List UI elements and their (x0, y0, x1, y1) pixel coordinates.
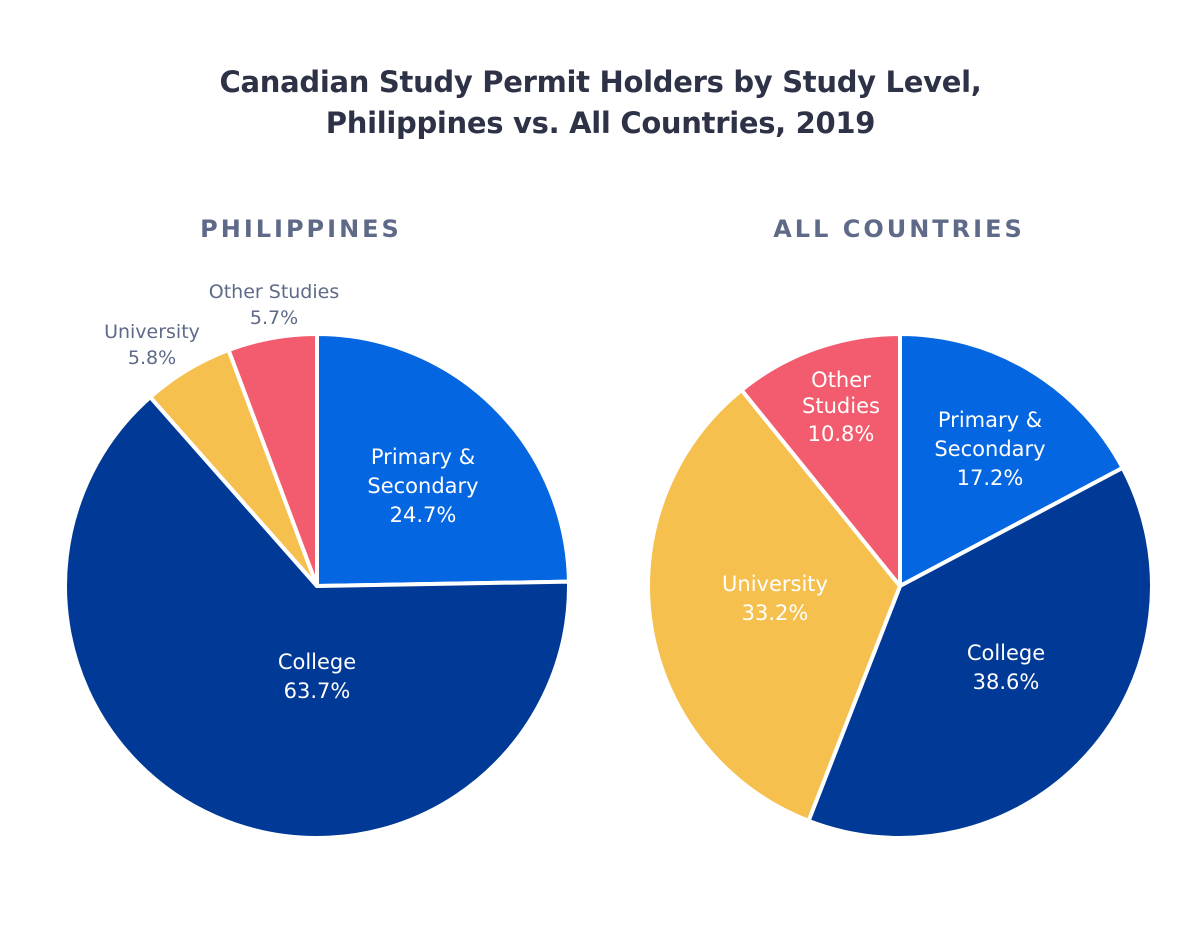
label-ph-other-value: 5.7% (250, 307, 298, 329)
label-ph-primary-value: 24.7% (390, 503, 457, 527)
pie-slice-all-college (806, 465, 1154, 840)
label-all-primary-line2: Secondary (934, 437, 1045, 461)
chart-title: Canadian Study Permit Holders by Study L… (0, 62, 1201, 144)
label-ph-university-value: 5.8% (128, 347, 176, 369)
pie-slice-all-university (646, 388, 902, 823)
label-all-university-value: 33.2% (742, 601, 809, 625)
label-ph-other: Other Studies (209, 281, 339, 303)
label-all-other-value: 10.8% (808, 422, 875, 446)
label-ph-university: University (104, 321, 200, 343)
pie-slice-ph-primary-secondary (315, 332, 571, 588)
label-ph-college: College (278, 650, 356, 674)
pie-title-all-countries: ALL COUNTRIES (773, 215, 1025, 243)
pie-chart-philippines (63, 332, 571, 840)
label-all-college-value: 38.6% (973, 670, 1040, 694)
pie-chart-all-countries (646, 332, 1154, 840)
label-all-college: College (967, 641, 1045, 665)
label-all-primary-line1: Primary & (938, 408, 1042, 432)
pie-slice-all-primary-secondary (898, 332, 1125, 588)
label-all-primary-value: 17.2% (957, 466, 1024, 490)
label-ph-primary-line1: Primary & (371, 445, 475, 469)
chart-title-line-2: Philippines vs. All Countries, 2019 (325, 106, 876, 140)
pie-slice-ph-other-studies (226, 332, 319, 588)
label-all-other-line2: Studies (802, 394, 880, 418)
label-ph-college-value: 63.7% (284, 679, 351, 703)
pie-title-philippines: PHILIPPINES (200, 215, 402, 243)
pie-slice-ph-college (63, 395, 571, 840)
label-all-university: University (722, 572, 828, 596)
label-ph-primary-line2: Secondary (367, 474, 478, 498)
pie-slice-all-other-studies (739, 332, 902, 588)
chart-title-line-1: Canadian Study Permit Holders by Study L… (219, 65, 982, 99)
label-all-other-line1: Other (811, 368, 871, 392)
